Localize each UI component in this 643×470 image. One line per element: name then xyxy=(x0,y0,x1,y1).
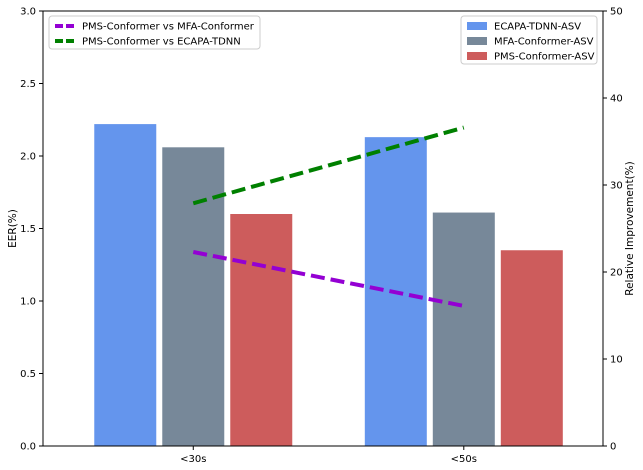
legend-bar-swatch-0 xyxy=(467,22,487,30)
legend-bar-label-2: PMS-Conformer-ASV xyxy=(494,52,595,63)
legend-bar-swatch-1 xyxy=(467,37,487,45)
y-tick-label-1: 0.5 xyxy=(20,369,36,380)
legend-bars-box xyxy=(460,15,598,65)
line-1 xyxy=(192,125,465,206)
y-tick-label-2: 1.0 xyxy=(20,297,36,308)
legend-line-label-1: PMS-Conformer vs ECAPA-TDNN xyxy=(82,37,241,48)
bar-1-1 xyxy=(432,212,495,446)
legend-bar-swatch-2 xyxy=(467,52,487,60)
y-tick-label-0: 0.0 xyxy=(20,442,36,453)
lines-layer xyxy=(192,125,465,308)
y-tick-label-4: 2.0 xyxy=(20,152,36,163)
y-tick-label-5: 2.5 xyxy=(20,79,36,90)
y-axis-label: EER(%) xyxy=(7,209,19,248)
bar-0-0 xyxy=(94,124,157,446)
bar-2-0 xyxy=(230,214,293,446)
y2-axis-label: Relative Improvement(%) xyxy=(624,161,636,296)
bars-layer xyxy=(94,124,563,447)
axes-layer: 0.0 0.5 1.0 1.5 2.0 2.5 3.0 0 10 20 30 40 50 <30s <50s xyxy=(20,7,623,466)
y2-tick-label-3: 30 xyxy=(610,181,623,192)
line-0 xyxy=(192,250,465,308)
y2-tick-label-4: 40 xyxy=(610,94,623,105)
legend-bars: ECAPA-TDNN-ASV MFA-Conformer-ASV PMS-Confo… xyxy=(460,15,598,65)
legend-line-label-0: PMS-Conformer vs MFA-Conformer xyxy=(82,22,255,33)
bar-2-1 xyxy=(500,250,563,446)
x-tick-label-0: <30s xyxy=(180,454,206,465)
y2-tick-label-0: 0 xyxy=(610,442,616,453)
bar-1-0 xyxy=(162,147,225,447)
y2-tick-label-2: 20 xyxy=(610,268,623,279)
legend-lines: PMS-Conformer vs MFA-Conformer PMS-Confor… xyxy=(48,15,261,50)
legend-lines-box xyxy=(48,15,261,50)
legend-bar-label-0: ECAPA-TDNN-ASV xyxy=(494,22,581,33)
y2-tick-label-5: 50 xyxy=(610,7,623,18)
legend-bar-label-1: MFA-Conformer-ASV xyxy=(494,37,594,48)
x-tick-label-1: <50s xyxy=(451,454,477,465)
y2-tick-label-1: 10 xyxy=(610,355,623,366)
y-tick-label-6: 3.0 xyxy=(20,7,36,18)
y-tick-label-3: 1.5 xyxy=(20,224,36,235)
